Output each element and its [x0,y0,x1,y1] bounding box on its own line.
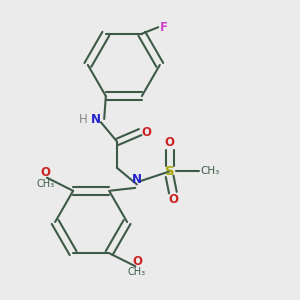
Text: S: S [165,165,174,178]
Text: CH₃: CH₃ [201,167,220,176]
Text: F: F [160,21,168,34]
Text: O: O [40,166,50,179]
Text: N: N [91,112,101,125]
Text: O: O [141,126,151,139]
Text: CH₃: CH₃ [128,267,146,277]
Text: H: H [79,112,87,125]
Text: O: O [168,193,178,206]
Text: O: O [132,255,142,268]
Text: O: O [165,136,175,149]
Text: N: N [132,173,142,186]
Text: CH₃: CH₃ [36,178,54,189]
